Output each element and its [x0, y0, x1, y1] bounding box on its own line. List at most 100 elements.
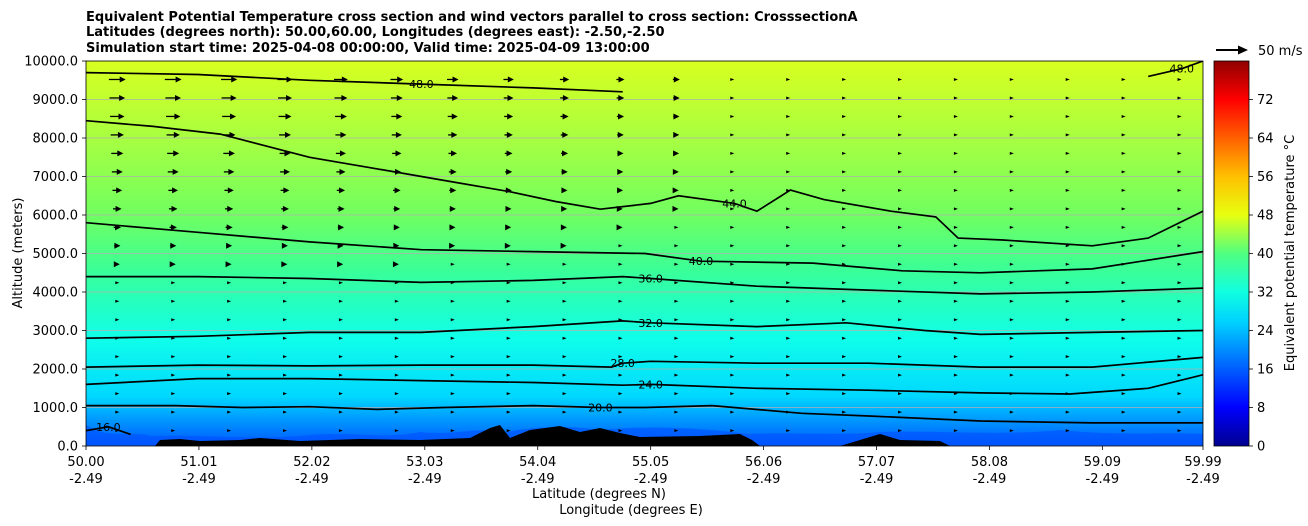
wind-vector-head [338, 299, 343, 303]
wind-vector [1121, 96, 1126, 100]
wind-vector-head [560, 224, 567, 231]
wind-vector-head [171, 205, 178, 212]
wind-vector-head [228, 150, 235, 157]
wind-vector-head [1121, 96, 1126, 100]
wind-vector [842, 96, 847, 100]
wind-vector-head [1177, 392, 1182, 396]
wind-vector [1009, 373, 1014, 377]
wind-vector-head [842, 244, 847, 248]
wind-vector [394, 392, 399, 396]
wind-vector [283, 281, 288, 285]
wind-vector-head [227, 205, 234, 212]
wind-vector-head [673, 113, 680, 120]
wind-vector [171, 392, 176, 396]
wind-vector [171, 299, 176, 303]
wind-vector-head [339, 168, 346, 175]
wind-vector-head [1065, 429, 1070, 433]
wind-vector-head [730, 188, 735, 192]
wind-vector-head [227, 336, 232, 340]
wind-vector [842, 429, 847, 433]
wind-vector-head [672, 205, 679, 212]
wind-vector [562, 355, 567, 359]
wind-vector [394, 373, 399, 377]
wind-vector-head [786, 373, 791, 377]
x-tick-label-latitude: 51.01 [180, 455, 217, 470]
wind-vector-head [618, 299, 623, 303]
wind-vector-head [341, 94, 348, 101]
wind-vector [169, 224, 177, 231]
wind-vector-head [953, 299, 958, 303]
wind-vector [953, 207, 958, 211]
wind-vector [842, 355, 847, 359]
wind-vector [1177, 151, 1182, 155]
wind-vector [562, 336, 567, 340]
wind-vector-head [1065, 170, 1070, 174]
wind-vector-head [227, 429, 232, 433]
wind-vector-head [618, 373, 623, 377]
contour-line-32.0 [86, 320, 1203, 340]
wind-vector-head [507, 113, 514, 120]
wind-vector [897, 96, 902, 100]
wind-vector [227, 373, 232, 377]
wind-vector-head [338, 224, 345, 231]
wind-vector [1065, 373, 1070, 377]
wind-vector-head [730, 77, 735, 81]
wind-vector [953, 262, 958, 266]
wind-vector-head [118, 113, 125, 120]
wind-vector-head [1065, 262, 1070, 266]
wind-vector-head [1177, 262, 1182, 266]
wind-vector [1009, 318, 1014, 322]
contour-label-32.0: 32.0 [638, 317, 663, 330]
wind-vector-head [842, 77, 847, 81]
wind-vector [1065, 151, 1070, 155]
wind-vector [280, 168, 290, 175]
wind-vector-head [506, 299, 511, 303]
chart-title-line-2: Latitudes (degrees north): 50.00,60.00, … [86, 25, 665, 40]
wind-vector [224, 187, 234, 194]
wind-vector [392, 261, 399, 268]
wind-vector [674, 355, 679, 359]
contour-label-36.0: 36.0 [638, 273, 663, 286]
wind-vector [674, 410, 679, 414]
wind-vector-head [953, 318, 958, 322]
wind-vector-head [1009, 170, 1014, 174]
y-tick-label: 10000.0 [24, 55, 78, 70]
wind-vector [618, 262, 623, 266]
wind-vector [897, 170, 902, 174]
wind-vector [115, 355, 120, 359]
wind-vector-head [450, 262, 455, 266]
wind-vector-head [339, 150, 346, 157]
wind-vector [115, 392, 120, 396]
wind-vector-head [1121, 77, 1126, 81]
x-tick-label-latitude: 59.09 [1084, 455, 1121, 470]
wind-vector [953, 114, 958, 118]
wind-vector [786, 299, 791, 303]
wind-vector [448, 131, 458, 138]
wind-vector [559, 76, 570, 83]
wind-vector-head [730, 410, 735, 414]
wind-vector-head [897, 318, 902, 322]
wind-vector [842, 170, 847, 174]
wind-vector-head [561, 168, 568, 175]
wind-vector [449, 205, 456, 212]
contour-label-16.0: 16.0 [96, 421, 121, 434]
wind-vector [616, 224, 623, 231]
wind-vector-head [842, 429, 847, 433]
wind-vector-head [842, 410, 847, 414]
wind-vector-head [618, 244, 623, 248]
wind-vector [1065, 114, 1070, 118]
wind-vector-head [786, 318, 791, 322]
wind-vector-head [115, 373, 120, 377]
wind-vector [1177, 262, 1182, 266]
wind-vector-head [393, 224, 400, 231]
wind-vector-head [173, 150, 180, 157]
contour-line-48.0 [1148, 61, 1203, 78]
wind-vector [1009, 77, 1014, 81]
wind-vector [505, 224, 512, 231]
wind-vector [449, 224, 456, 231]
wind-vector-head [451, 113, 458, 120]
wind-vector [281, 261, 288, 268]
y-tick-label: 7000.0 [33, 170, 79, 185]
wind-vector-head [119, 94, 126, 101]
wind-vector [390, 94, 403, 101]
